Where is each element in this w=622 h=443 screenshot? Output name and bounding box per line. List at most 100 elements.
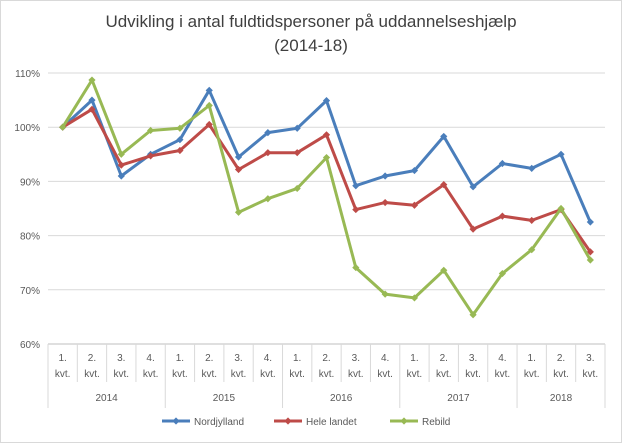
data-point xyxy=(528,164,536,172)
quarter-number-label: 3. xyxy=(234,353,242,364)
data-point xyxy=(586,256,594,264)
quarter-suffix-label: kvt. xyxy=(495,369,511,380)
data-point xyxy=(88,76,96,84)
quarter-number-label: 1. xyxy=(176,353,184,364)
data-point xyxy=(293,149,301,157)
quarter-suffix-label: kvt. xyxy=(407,369,423,380)
y-axis: 60% 70% 80% 90% 100% 110% xyxy=(14,69,40,351)
data-point xyxy=(264,195,272,203)
data-point xyxy=(205,120,213,129)
y-tick-label: 60% xyxy=(20,340,40,351)
data-point xyxy=(352,205,360,214)
data-point xyxy=(528,216,536,225)
quarter-number-label: 1. xyxy=(293,353,301,364)
data-point xyxy=(381,198,389,207)
quarter-number-label: 2. xyxy=(440,353,448,364)
quarter-suffix-label: kvt. xyxy=(465,369,481,380)
data-point xyxy=(293,184,301,193)
data-point xyxy=(586,218,594,226)
quarter-number-label: 2. xyxy=(88,353,96,364)
legend-swatch-marker xyxy=(172,417,180,425)
data-point xyxy=(410,166,419,175)
quarter-suffix-label: kvt. xyxy=(436,369,452,380)
quarter-number-label: 1. xyxy=(410,353,418,364)
legend: Nordjylland Hele landet Rebild xyxy=(162,417,450,428)
series-line xyxy=(61,78,592,317)
data-point xyxy=(117,150,125,158)
data-point xyxy=(117,172,125,180)
data-point xyxy=(352,263,360,272)
data-point xyxy=(410,201,419,209)
data-point xyxy=(264,129,272,137)
quarter-number-label: 3. xyxy=(352,353,360,364)
quarter-suffix-label: kvt. xyxy=(289,369,305,380)
quarter-suffix-label: kvt. xyxy=(231,369,247,380)
quarter-suffix-label: kvt. xyxy=(143,369,159,380)
data-point xyxy=(469,225,477,233)
quarter-suffix-label: kvt. xyxy=(201,369,217,380)
y-tick-label: 80% xyxy=(20,232,40,243)
data-point xyxy=(234,208,243,216)
legend-label: Hele landet xyxy=(306,417,357,428)
year-label: 2017 xyxy=(447,393,470,404)
year-label: 2018 xyxy=(550,393,573,404)
quarter-number-label: 1. xyxy=(58,353,66,364)
data-point xyxy=(205,101,213,110)
data-point xyxy=(59,123,67,131)
data-point xyxy=(440,266,448,274)
data-point xyxy=(264,149,272,157)
data-point xyxy=(322,97,331,105)
data-point xyxy=(381,290,389,298)
quarter-number-label: 3. xyxy=(469,353,477,364)
quarter-number-label: 2. xyxy=(205,353,213,364)
data-point xyxy=(469,183,477,191)
quarter-suffix-label: kvt. xyxy=(114,369,130,380)
data-point xyxy=(293,124,301,132)
data-point xyxy=(322,153,331,162)
data-point xyxy=(205,86,213,94)
quarter-suffix-label: kvt. xyxy=(172,369,188,380)
data-point xyxy=(176,124,184,132)
legend-swatch-marker xyxy=(400,417,408,425)
data-point xyxy=(322,131,331,139)
data-point xyxy=(498,159,506,168)
quarter-number-label: 4. xyxy=(264,353,272,364)
data-point xyxy=(147,152,155,160)
data-point xyxy=(410,294,419,302)
quarter-number-label: 3. xyxy=(586,353,594,364)
chart-title: Udvikling i antal fuldtidspersoner på ud… xyxy=(105,12,517,31)
data-point xyxy=(88,105,96,113)
data-point xyxy=(498,269,506,278)
data-point xyxy=(352,182,360,190)
legend-label: Nordjylland xyxy=(194,417,244,428)
gridlines xyxy=(48,72,605,345)
quarter-number-label: 4. xyxy=(498,353,506,364)
data-point xyxy=(176,146,184,155)
data-point xyxy=(528,246,536,254)
quarter-number-label: 2. xyxy=(557,353,565,364)
data-point xyxy=(147,126,155,135)
data-point xyxy=(586,248,594,256)
series-line xyxy=(61,107,592,253)
quarter-suffix-label: kvt. xyxy=(583,369,599,380)
chart-title-block: Udvikling i antal fuldtidspersoner på ud… xyxy=(0,10,622,58)
chart-subtitle: (2014-18) xyxy=(274,36,348,55)
data-point xyxy=(88,96,96,104)
data-point xyxy=(469,311,477,319)
data-point xyxy=(498,212,506,220)
data-point xyxy=(440,181,448,189)
data-point xyxy=(557,150,565,158)
quarter-suffix-label: kvt. xyxy=(553,369,569,380)
data-point xyxy=(234,153,243,161)
data-point xyxy=(234,165,243,174)
data-point xyxy=(176,136,184,144)
y-tick-label: 90% xyxy=(20,177,40,188)
quarter-number-label: 4. xyxy=(381,353,389,364)
year-label: 2016 xyxy=(330,393,353,404)
quarter-suffix-label: kvt. xyxy=(524,369,540,380)
quarter-suffix-label: kvt. xyxy=(55,369,71,380)
data-point xyxy=(557,204,565,213)
data-point xyxy=(117,161,125,169)
quarter-number-label: 4. xyxy=(146,353,154,364)
